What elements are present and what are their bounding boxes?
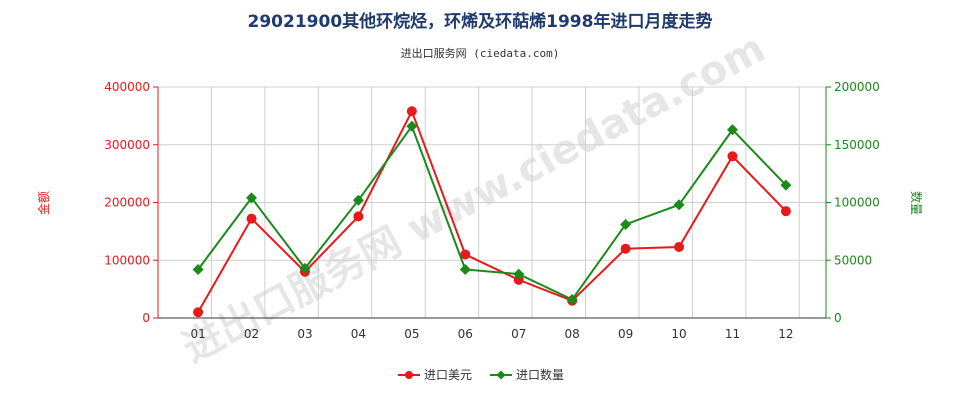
data-point — [780, 179, 792, 191]
right-axis-title: 数量 — [909, 191, 924, 215]
data-point — [620, 218, 632, 230]
x-tick-label: 07 — [511, 327, 526, 341]
data-point — [460, 249, 471, 260]
data-point — [674, 241, 685, 252]
data-point — [192, 263, 204, 275]
x-tick-label: 02 — [244, 327, 259, 341]
data-point — [406, 120, 418, 132]
right-tick-label: 200000 — [834, 80, 880, 94]
legend-swatch-marker — [405, 371, 413, 379]
legend-label: 进口美元 — [424, 368, 472, 382]
data-point — [299, 262, 311, 274]
legend: 进口美元 进口数量 — [398, 367, 564, 382]
x-tick-label: 05 — [404, 327, 419, 341]
x-tick-label: 09 — [618, 327, 633, 341]
data-point — [726, 124, 738, 136]
x-tick-label: 11 — [725, 327, 740, 341]
right-axis-ticks: 0 50000 100000 150000 200000 — [826, 80, 880, 325]
left-tick-label: 400000 — [104, 80, 150, 94]
x-tick-label: 10 — [671, 327, 686, 341]
data-point — [620, 243, 631, 254]
x-tick-label: 04 — [351, 327, 366, 341]
left-axis-ticks: 0 100000 200000 300000 400000 — [104, 80, 158, 325]
x-tick-label: 01 — [190, 327, 205, 341]
data-point — [406, 106, 417, 117]
data-point — [353, 211, 364, 222]
right-tick-label: 100000 — [834, 196, 880, 210]
data-point — [513, 274, 524, 285]
data-point — [566, 294, 578, 306]
left-tick-label: 300000 — [104, 138, 150, 152]
left-axis-title: 金额 — [36, 191, 51, 215]
data-point — [780, 206, 791, 217]
left-tick-label: 100000 — [104, 253, 150, 267]
data-point — [513, 268, 525, 280]
series-line — [197, 108, 787, 313]
data-point — [727, 151, 738, 162]
x-tick-label: 12 — [778, 327, 793, 341]
data-point — [246, 213, 257, 224]
series-line — [197, 124, 787, 301]
x-tick-label: 03 — [297, 327, 312, 341]
grid — [158, 86, 826, 319]
x-tick-label: 06 — [458, 327, 473, 341]
data-point — [352, 194, 364, 206]
legend-label: 进口数量 — [516, 367, 564, 382]
left-tick-label: 200000 — [104, 196, 150, 210]
right-tick-label: 50000 — [834, 253, 872, 267]
data-point — [193, 307, 204, 318]
legend-swatch-marker — [496, 370, 506, 380]
right-tick-label: 150000 — [834, 138, 880, 152]
data-point — [246, 192, 258, 204]
data-point — [673, 199, 685, 211]
data-point — [459, 263, 471, 275]
series-layer — [192, 106, 792, 318]
x-tick-label: 08 — [565, 327, 580, 341]
x-axis-ticks: 01 02 03 04 05 06 07 08 09 10 11 12 — [190, 327, 793, 341]
chart-subtitle: 进出口服务网 (ciedata.com) — [401, 46, 560, 60]
chart-title: 29021900其他环烷烃，环烯及环萜烯1998年进口月度走势 — [248, 11, 713, 32]
right-tick-label: 0 — [834, 311, 842, 325]
left-tick-label: 0 — [142, 311, 150, 325]
